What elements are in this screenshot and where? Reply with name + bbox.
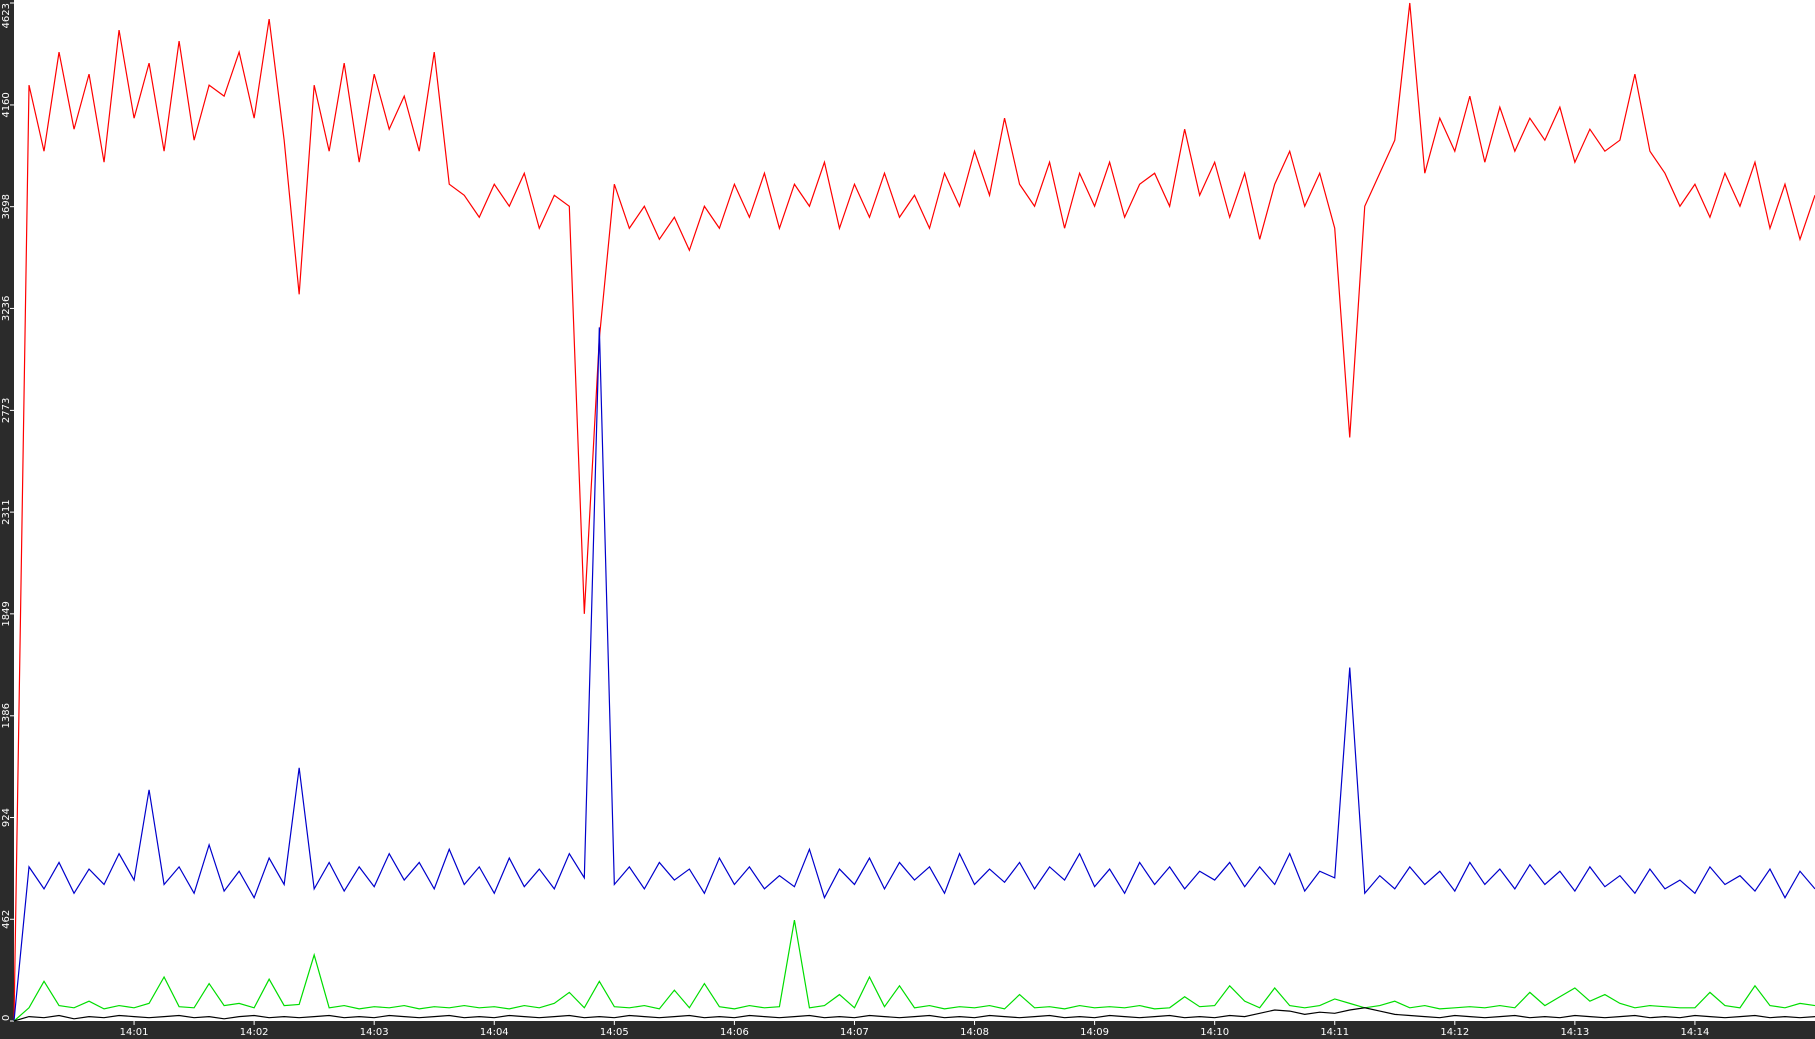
x-tick-label: 14:10 <box>1200 1027 1229 1038</box>
x-tick-label: 14:08 <box>960 1027 989 1038</box>
y-tick-label: 3698 <box>1 194 12 219</box>
series-line <box>13 2 1815 1022</box>
x-tick-label: 14:05 <box>600 1027 629 1038</box>
y-tick-label: 0 <box>1 1015 12 1021</box>
x-tick-label: 14:12 <box>1440 1027 1469 1038</box>
y-tick-label: 4623 <box>1 3 12 28</box>
y-tick-label: 924 <box>1 808 12 827</box>
series-line <box>13 1007 1815 1022</box>
series-line <box>13 327 1815 1022</box>
y-tick-label: 1849 <box>1 601 12 626</box>
x-tick-label: 14:06 <box>720 1027 749 1038</box>
y-tick-label: 462 <box>1 910 12 929</box>
x-tick-label: 14:04 <box>480 1027 509 1038</box>
x-tick-label: 14:09 <box>1080 1027 1109 1038</box>
x-tick-label: 14:02 <box>240 1027 269 1038</box>
x-tick-label: 14:14 <box>1681 1027 1710 1038</box>
series-line <box>13 920 1815 1022</box>
x-tick-label: 14:11 <box>1320 1027 1349 1038</box>
x-tick-label: 14:07 <box>840 1027 869 1038</box>
x-tick-label: 14:01 <box>120 1027 149 1038</box>
x-axis-band <box>0 1021 1815 1039</box>
y-tick-label: 4160 <box>1 92 12 117</box>
y-tick-label: 2311 <box>1 499 12 524</box>
x-tick-label: 14:03 <box>360 1027 389 1038</box>
x-tick-label: 14:13 <box>1560 1027 1589 1038</box>
y-axis-band <box>0 0 14 1039</box>
y-tick-label: 3236 <box>1 296 12 321</box>
y-tick-label: 2773 <box>1 398 12 423</box>
y-tick-label: 1386 <box>1 703 12 728</box>
